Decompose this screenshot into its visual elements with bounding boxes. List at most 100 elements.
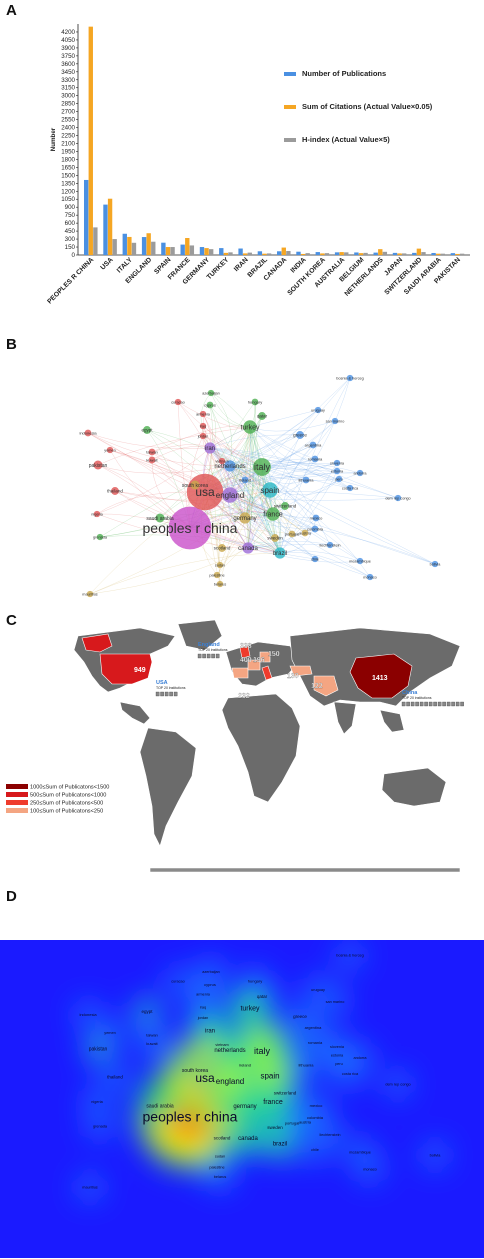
map-turkey [289, 665, 313, 677]
map-england [239, 645, 251, 659]
network-node [96, 533, 104, 541]
bar-citations [88, 26, 93, 256]
bar-h-index [170, 247, 175, 255]
heat-map-label: bosnia & herceg [336, 954, 363, 958]
bar-publications [277, 251, 282, 255]
institution-icon [169, 691, 173, 697]
bar-publications [334, 252, 340, 255]
network-link [247, 541, 331, 549]
network-node [301, 529, 309, 537]
network-node-label: turkey [240, 424, 260, 431]
heat-map-label: lithuania [299, 1062, 315, 1067]
network-node-label: france [263, 511, 283, 518]
map-value-label: 150 [268, 651, 280, 658]
bar-citations [378, 249, 383, 255]
network-node [314, 406, 322, 414]
y-tick-label: 0 [72, 252, 76, 259]
heat-map-label: ireland [239, 1062, 251, 1067]
heat-map-label: kuwait [146, 1041, 158, 1046]
institution-icon [460, 701, 464, 707]
heat-map-label: dem rep congo [385, 1083, 410, 1087]
network-link [229, 464, 351, 489]
institution-icon [442, 701, 446, 707]
network-link [279, 377, 351, 554]
network-link [229, 420, 336, 496]
heat-map-label: sweden [267, 1125, 283, 1130]
institution-icon [419, 701, 424, 707]
heat-map-label: argentina [305, 1025, 322, 1030]
network-node [333, 459, 341, 467]
network-node-label: brazil [273, 551, 287, 557]
network-node [224, 460, 236, 472]
bar-citations [242, 253, 248, 255]
institution-icon [446, 701, 451, 707]
heat-map-label: brazil [273, 1141, 287, 1147]
bar-h-index [401, 253, 407, 255]
heat-blob [226, 984, 274, 1033]
network-node-label: colombia [307, 526, 324, 531]
map-legend-label: 250≤Sum of Publicatons<500 [30, 801, 103, 807]
network-node-label: bolivia [430, 562, 442, 566]
bar-publications [199, 247, 205, 255]
map-legend-swatch [6, 784, 28, 789]
heat-map-label: scotland [214, 1136, 231, 1141]
bar-citations [223, 252, 229, 255]
heat-blob [293, 1128, 337, 1172]
network-node-label: argentina [305, 442, 322, 447]
heat-map-label: usa [195, 1071, 215, 1085]
bar-publications [412, 252, 417, 255]
network-node-label: armenia [196, 412, 211, 416]
network-link [209, 447, 306, 534]
bar-h-index [324, 253, 330, 255]
network-link [200, 392, 212, 449]
network-node [431, 560, 439, 568]
heat-map-label: spain [260, 1072, 279, 1081]
legend-entry: H-index (Actual Value×5) [302, 135, 390, 144]
network-node [106, 446, 114, 454]
heat-map-label: colombia [307, 1115, 324, 1120]
network-link [209, 447, 361, 562]
network-node-label: south korea [182, 483, 208, 489]
network-node [346, 374, 354, 382]
network-link [261, 377, 351, 468]
network-node-label: pakistan [89, 463, 108, 469]
institution-icon [206, 653, 211, 659]
institution-icon [455, 701, 460, 707]
y-tick-label: 450 [65, 228, 76, 235]
network-node [111, 487, 119, 495]
network-node-label: italy [254, 462, 271, 472]
network-node-label: usa [195, 485, 215, 499]
y-tick-label: 3750 [61, 53, 75, 60]
network-node-label: belarus [214, 582, 227, 586]
bar-h-index [421, 252, 426, 255]
bar-h-index [131, 242, 137, 255]
y-tick-label: 1650 [61, 164, 75, 171]
heat-blob [228, 1118, 268, 1158]
bar-publications [219, 248, 224, 255]
x-tick-label: INDIA [290, 256, 308, 274]
bar-h-index [247, 252, 252, 255]
y-tick-label: 300 [65, 236, 76, 243]
bar-citations [397, 253, 402, 255]
network-link [246, 415, 263, 549]
network-link [99, 465, 231, 538]
bar-publications [257, 251, 263, 255]
map-china [349, 653, 413, 699]
bar-h-index [189, 245, 195, 255]
network-link [244, 377, 351, 519]
heat-map-label: iraq [200, 1005, 206, 1009]
network-node-label: mozambique [349, 559, 371, 563]
network-node-label: kuwait [146, 457, 158, 462]
network-node-label: romania [308, 456, 323, 461]
heat-map-label: cyprus [204, 982, 216, 987]
network-link [249, 426, 316, 460]
heat-map-label: switzerland [274, 1090, 297, 1095]
bar-citations [127, 236, 132, 255]
network-node-label: hungary [248, 399, 262, 404]
network-link [97, 426, 251, 466]
x-tick-label: PEOPLES R CHINA [46, 256, 95, 305]
network-link [209, 434, 301, 449]
bar-citations [416, 248, 422, 255]
network-node [326, 541, 334, 549]
network-node-label: uruguay [311, 408, 325, 412]
